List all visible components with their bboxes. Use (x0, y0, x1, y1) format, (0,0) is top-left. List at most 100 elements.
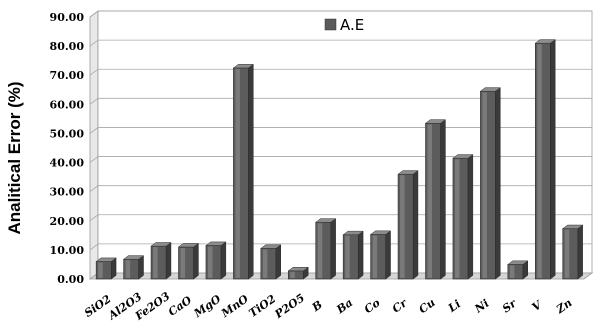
bar (177, 242, 200, 280)
x-tick-label: B (309, 298, 325, 315)
y-tick-label: 50.00 (50, 127, 85, 140)
bar-highlight (317, 223, 323, 278)
y-axis-title: Analitical Error (%) (5, 81, 24, 234)
bar (424, 119, 447, 280)
bar-top (287, 266, 309, 272)
bar-side (577, 224, 583, 280)
bar (260, 244, 282, 280)
bar-top (342, 230, 364, 236)
x-tick-label: P2O5 (272, 291, 307, 321)
bar (561, 224, 584, 280)
bar-side (220, 241, 227, 280)
x-tick-label: Cu (416, 296, 437, 316)
bar-highlight (235, 68, 240, 278)
bar-highlight (537, 44, 542, 279)
bar-highlight (564, 229, 570, 278)
bar-top (452, 154, 474, 159)
bar-highlight (153, 247, 158, 278)
bar-side (275, 244, 281, 280)
gridline (89, 68, 592, 76)
bar-top (534, 39, 556, 44)
bar-top (122, 255, 145, 260)
bar-side (138, 255, 144, 280)
bar (397, 170, 419, 280)
gridline (89, 97, 592, 105)
x-tick-label: Zn (553, 296, 574, 316)
bar (479, 87, 502, 280)
x-tick-label: V (530, 298, 546, 314)
bar-side (193, 242, 199, 280)
bar-side (467, 154, 474, 280)
legend-label: A.E (340, 16, 364, 34)
bar (452, 154, 474, 280)
y-tick-label: 40.00 (50, 157, 85, 170)
bar-highlight (262, 249, 268, 278)
bar (95, 257, 117, 280)
y-tick-label: 60.00 (50, 98, 85, 111)
bar-top (95, 257, 117, 262)
gridline (89, 10, 592, 18)
bar-top (150, 242, 172, 247)
y-tick-label: 10.00 (50, 244, 85, 257)
back-wall (97, 10, 593, 274)
x-tick-label: MnO (218, 292, 251, 321)
bar-top (260, 244, 282, 249)
bar (232, 63, 255, 280)
x-tick-label: Ni (472, 297, 492, 316)
bar (122, 255, 145, 280)
bar (314, 218, 337, 280)
bar-highlight (454, 159, 460, 278)
bar-highlight (427, 124, 433, 278)
x-tick-label: TiO2 (247, 292, 279, 320)
bar-top (177, 243, 200, 248)
x-tick-label: MgO (191, 292, 224, 320)
bar (150, 242, 172, 280)
bar-highlight (207, 246, 213, 278)
bar-top (205, 241, 227, 246)
bar-highlight (125, 260, 131, 278)
bar (205, 241, 227, 280)
bar (534, 39, 556, 280)
bar-top (424, 119, 447, 124)
bar-top (479, 87, 502, 92)
y-tick-label: 70.00 (50, 69, 85, 82)
y-tick-label: 30.00 (50, 186, 85, 199)
y-tick-label: 0.00 (57, 273, 84, 286)
bar (507, 260, 529, 280)
bar-highlight (509, 265, 515, 278)
bar-side (495, 87, 501, 280)
y-tick-label: 80.00 (50, 40, 85, 53)
bars-layer (95, 39, 584, 280)
bar-top (397, 170, 419, 175)
bar-top (369, 230, 392, 235)
x-tick-label: Cr (390, 296, 410, 316)
y-tick-label: 90.00 (50, 11, 85, 24)
x-tick-label: CaO (166, 293, 195, 318)
y-tick-label: 20.00 (50, 215, 85, 228)
bar-side (440, 119, 446, 280)
bar-side (358, 230, 364, 280)
bar-top (507, 260, 529, 265)
x-tick-label: Ba (333, 296, 355, 317)
gridline (89, 39, 592, 47)
bar-highlight (345, 235, 350, 278)
bar-side (330, 218, 336, 280)
bar-side (412, 170, 419, 280)
side-wall (89, 10, 99, 280)
x-tick-label: Li (445, 297, 463, 315)
bar-top (232, 64, 255, 69)
y-tick-labels: 0.00 10.00 20.00 30.00 40.00 50.00 60.00 70.00 8… (50, 11, 85, 286)
bar (369, 230, 392, 280)
bar-side (385, 230, 391, 280)
legend-swatch (324, 18, 337, 31)
bar-highlight (98, 262, 103, 278)
bar-highlight (180, 247, 186, 278)
grid-layer (88, 10, 594, 280)
bar-highlight (400, 175, 405, 278)
bar-top (314, 218, 337, 223)
bar-top (561, 224, 584, 229)
x-tick-label: Co (362, 296, 383, 316)
